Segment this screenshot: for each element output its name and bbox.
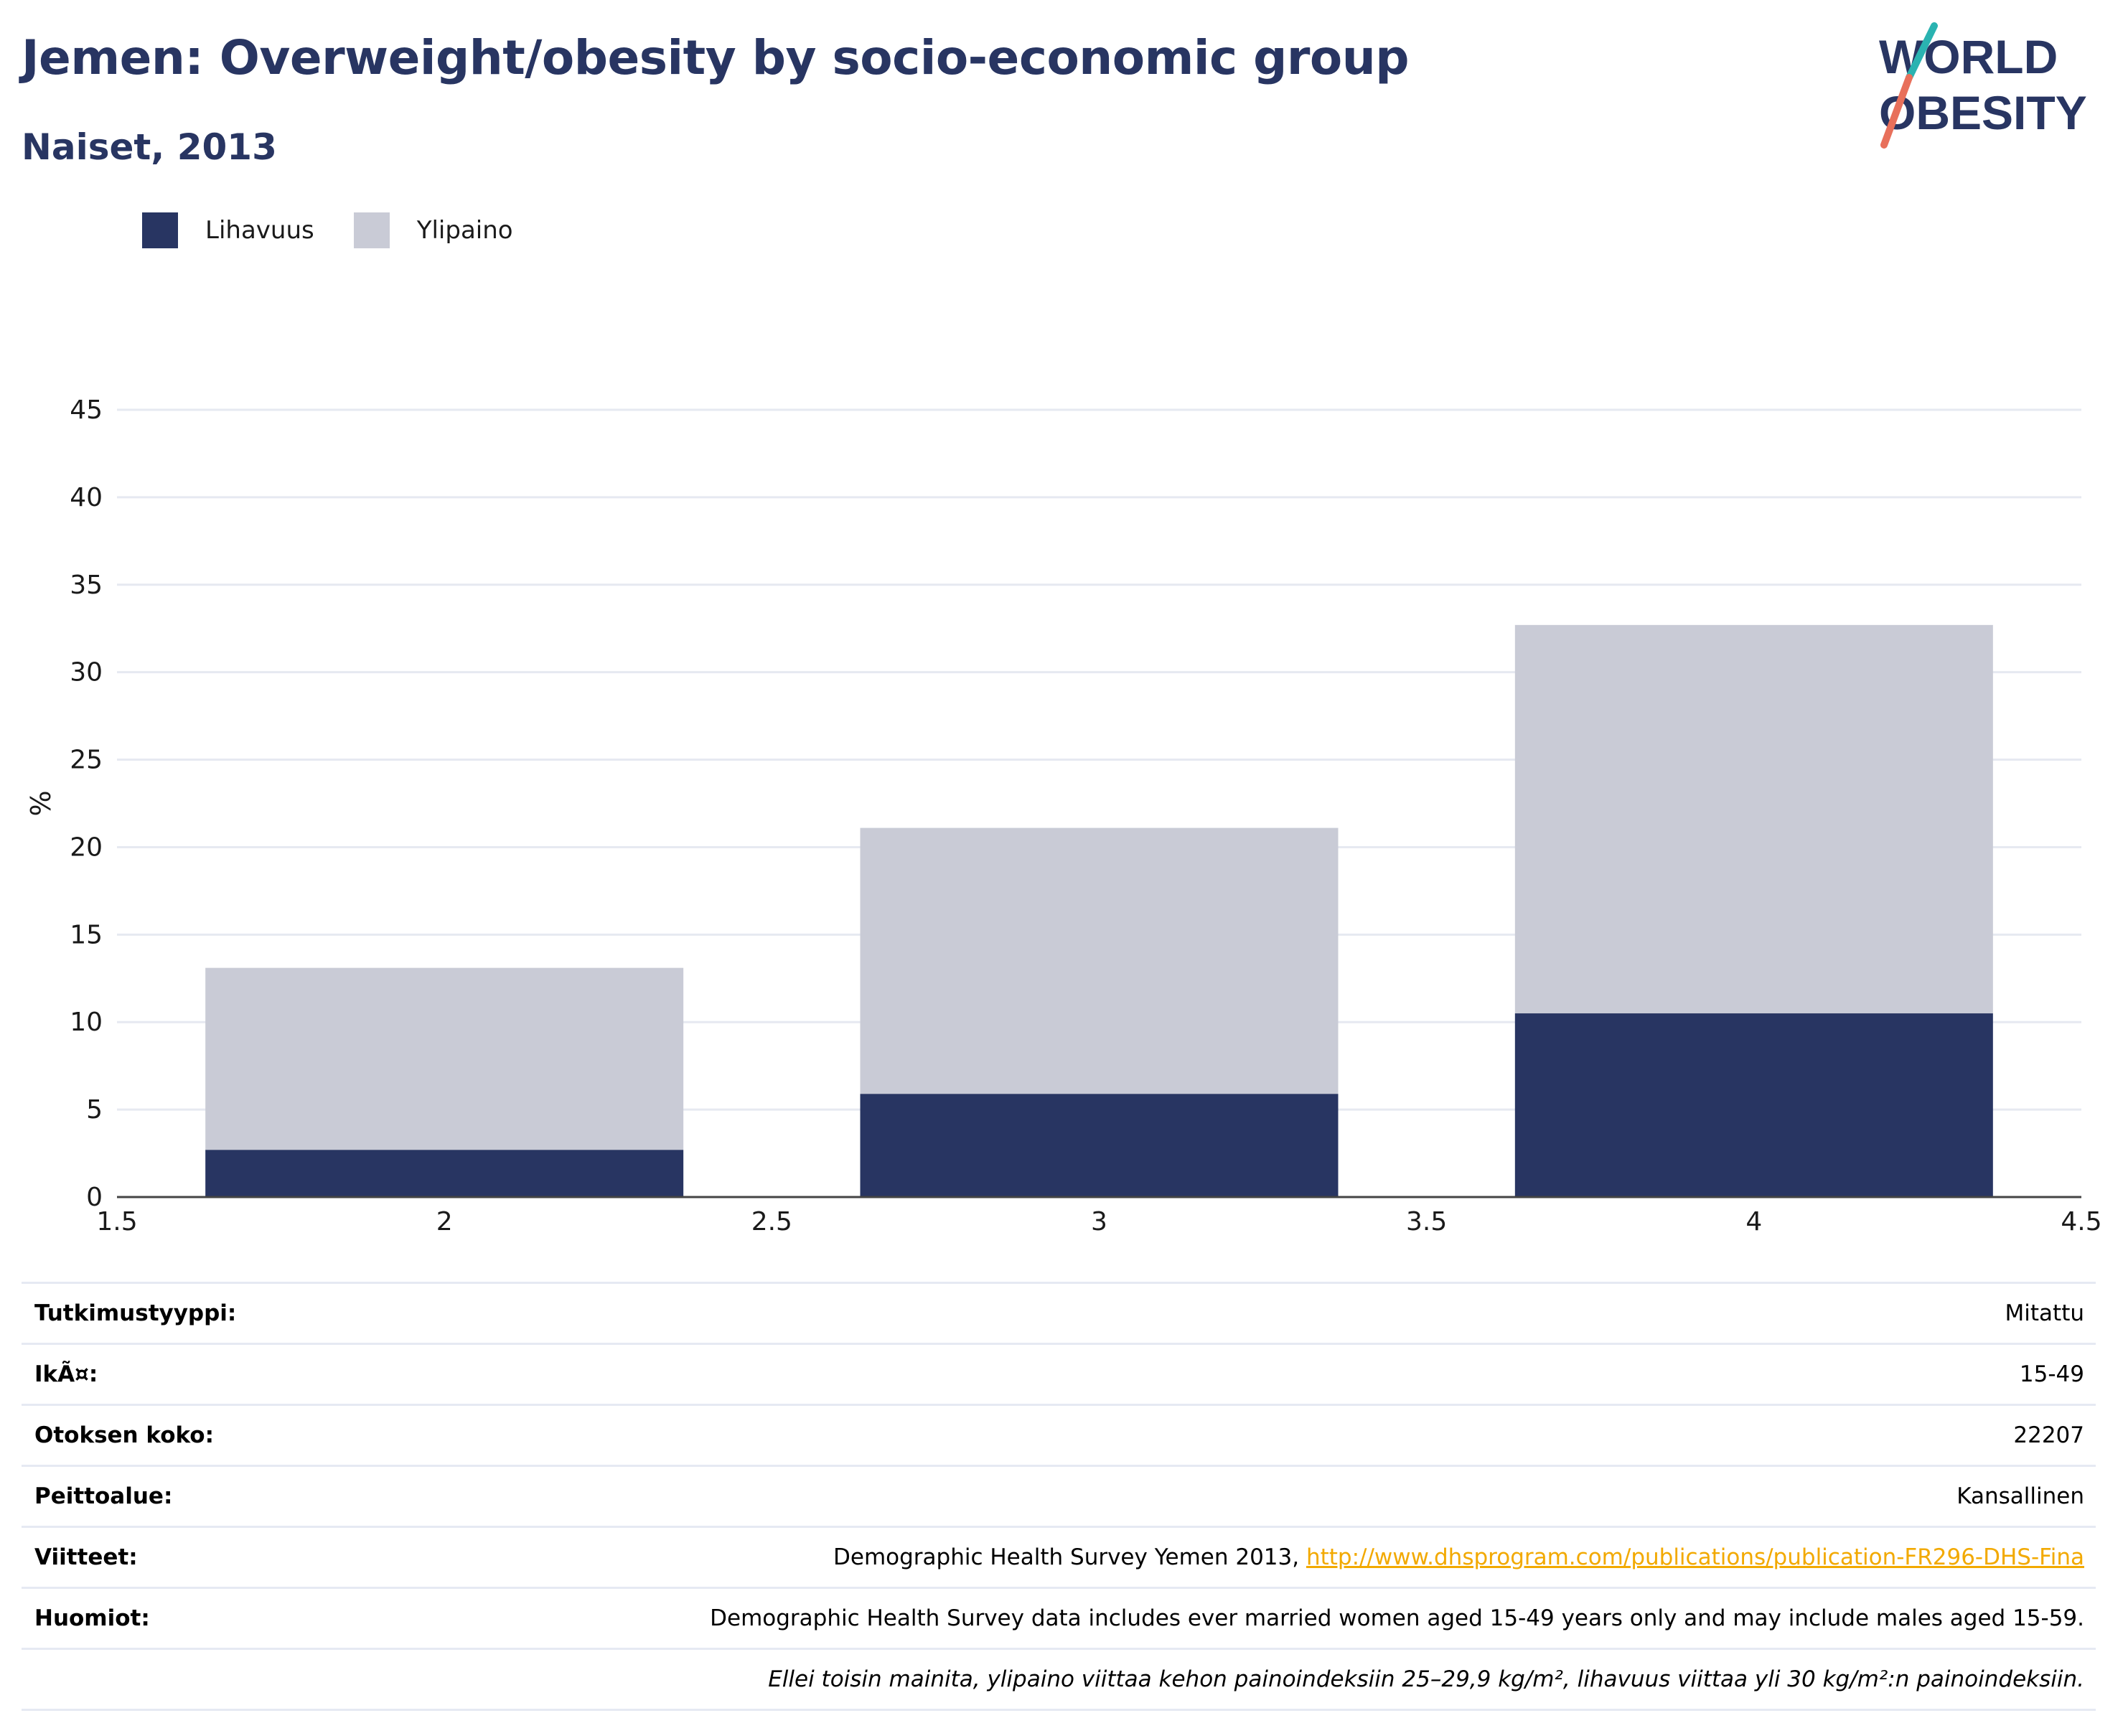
y-tick-label: 45 (70, 395, 103, 425)
x-tick-label: 3 (1091, 1207, 1107, 1237)
y-tick-label: 10 (70, 1008, 103, 1037)
bar-chart: 0 5 10 15 20 25 30 35 40 45 1.5 2 2.5 3 3.5 4 4.5% (25, 395, 2102, 1237)
bar-ylipaino (205, 967, 684, 1150)
legend-swatch-lihavuus (142, 212, 178, 248)
bar-ylipaino (860, 827, 1339, 1094)
info-value: Kansallinen (1956, 1483, 2084, 1509)
world-obesity-logo: WORLD OBESITY (1879, 22, 2087, 149)
info-value: 22207 (2013, 1422, 2084, 1448)
bar-lihavuus (1514, 1013, 1993, 1197)
info-value: Demographic Health Survey data includes … (710, 1605, 2084, 1631)
bar-lihavuus (205, 1150, 684, 1197)
reference-text: Demographic Health Survey Yemen 2013, (833, 1544, 1306, 1570)
y-tick-label: 20 (70, 832, 103, 862)
info-row-coverage: Peittoalue: Kansallinen (22, 1465, 2096, 1526)
y-tick-label: 15 (70, 920, 103, 949)
x-tick-label: 3.5 (1406, 1207, 1447, 1237)
legend-label-ylipaino: Ylipaino (416, 216, 513, 245)
info-row-notes: Huomiot: Demographic Health Survey data … (22, 1587, 2096, 1648)
info-value: 15-49 (2019, 1361, 2084, 1387)
chart-title: Jemen: Overweight/obesity by socio-econo… (22, 30, 1409, 85)
y-tick-label: 35 (70, 571, 103, 600)
x-tick-label: 4.5 (2061, 1207, 2101, 1237)
reference-link[interactable]: http://www.dhsprogram.com/publications/p… (1306, 1544, 2084, 1570)
y-axis-label: % (25, 790, 57, 816)
chart-subtitle: Naiset, 2013 (22, 126, 277, 168)
legend-swatch-ylipaino (353, 212, 390, 248)
info-label: Otoksen koko: (34, 1422, 214, 1448)
info-value: Mitattu (2005, 1300, 2084, 1326)
x-tick-label: 4 (1745, 1207, 1762, 1237)
bar-ylipaino (1514, 624, 1993, 1014)
y-tick-label: 5 (86, 1095, 103, 1125)
legend-item-ylipaino[interactable]: Ylipaino (353, 212, 513, 248)
info-label: Viitteet: (34, 1544, 138, 1570)
x-tick-label: 1.5 (96, 1207, 137, 1237)
legend-item-lihavuus[interactable]: Lihavuus (142, 212, 314, 248)
info-row-sample-size: Otoksen koko: 22207 (22, 1404, 2096, 1465)
info-label: Huomiot: (34, 1605, 150, 1631)
y-tick-label: 30 (70, 658, 103, 688)
svg-text:OBESITY: OBESITY (1879, 86, 2087, 139)
x-tick-label: 2 (436, 1207, 453, 1237)
bar-lihavuus (860, 1094, 1339, 1197)
info-row-definition: Ellei toisin mainita, ylipaino viittaa k… (22, 1648, 2096, 1711)
legend-label-lihavuus: Lihavuus (205, 216, 314, 245)
y-tick-label: 0 (86, 1183, 103, 1212)
y-tick-label: 25 (70, 746, 103, 775)
info-label: Tutkimustyyppi: (34, 1300, 237, 1326)
x-tick-label: 2.5 (751, 1207, 792, 1237)
definition-note: Ellei toisin mainita, ylipaino viittaa k… (768, 1666, 2084, 1692)
info-label: IkÃ¤: (34, 1361, 98, 1387)
info-row-age: IkÃ¤: 15-49 (22, 1343, 2096, 1404)
info-row-references: Viitteet: Demographic Health Survey Yeme… (22, 1526, 2096, 1587)
info-value: Demographic Health Survey Yemen 2013, ht… (833, 1544, 2096, 1570)
y-tick-label: 40 (70, 483, 103, 512)
info-table: Tutkimustyyppi: Mitattu IkÃ¤: 15-49 Otok… (22, 1282, 2096, 1711)
legend: Lihavuus Ylipaino (142, 212, 553, 248)
info-label: Peittoalue: (34, 1483, 173, 1509)
info-row-study-type: Tutkimustyyppi: Mitattu (22, 1282, 2096, 1343)
